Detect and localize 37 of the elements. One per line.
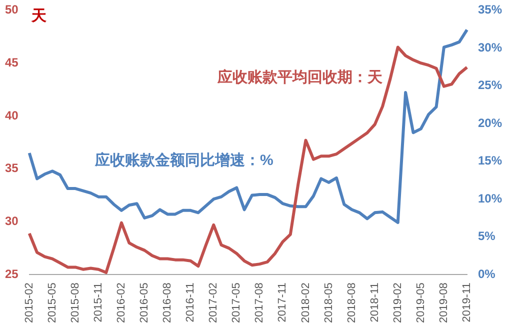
y-tick-label: 30 bbox=[4, 214, 19, 228]
x-tick-label: 2015-02 bbox=[23, 282, 36, 324]
y-axis-title: 天 bbox=[30, 7, 48, 24]
y-tick-label: 25 bbox=[4, 266, 19, 281]
x-tick-label: 2018-11 bbox=[368, 282, 381, 322]
y2-tick-label: 25% bbox=[478, 78, 502, 92]
series-label: 应收账款平均回收期：天 bbox=[216, 68, 384, 86]
y2-tick-label: 5% bbox=[478, 229, 496, 244]
x-tick-label: 2015-05 bbox=[46, 282, 58, 324]
y-tick-label: 50 bbox=[4, 2, 19, 17]
x-tick-label: 2017-11 bbox=[276, 282, 289, 322]
x-tick-label: 2018-05 bbox=[322, 282, 335, 324]
y2-tick-label: 35% bbox=[478, 2, 502, 17]
x-tick-label: 2016-02 bbox=[116, 282, 128, 324]
x-tick-label: 2019-11 bbox=[461, 282, 474, 322]
series-label: 应收账款金额同比增速：% bbox=[94, 151, 274, 170]
x-tick-label: 2017-08 bbox=[254, 282, 266, 324]
x-tick-label: 2016-11 bbox=[184, 282, 197, 322]
y2-tick-label: 20% bbox=[478, 116, 502, 130]
x-tick-label: 2015-08 bbox=[69, 282, 82, 324]
x-tick-label: 2018-02 bbox=[300, 282, 312, 324]
x-tick-label: 2016-05 bbox=[138, 282, 151, 324]
x-tick-label: 2018-08 bbox=[346, 282, 358, 324]
y-tick-label: 40 bbox=[4, 108, 19, 122]
x-tick-label: 2017-05 bbox=[230, 282, 243, 324]
y-tick-label: 45 bbox=[4, 55, 19, 70]
y2-tick-label: 10% bbox=[478, 191, 502, 206]
y2-tick-label: 0% bbox=[478, 266, 496, 281]
y-tick-label: 35 bbox=[4, 161, 19, 176]
x-tick-label: 2015-11 bbox=[92, 282, 104, 322]
y2-tick-label: 15% bbox=[478, 154, 502, 168]
y2-tick-label: 30% bbox=[478, 40, 502, 54]
x-tick-label: 2016-08 bbox=[162, 282, 174, 324]
x-tick-label: 2019-02 bbox=[392, 282, 404, 324]
x-tick-label: 2019-05 bbox=[414, 282, 427, 324]
x-tick-label: 2017-02 bbox=[208, 282, 220, 324]
x-tick-label: 2019-08 bbox=[438, 282, 450, 324]
